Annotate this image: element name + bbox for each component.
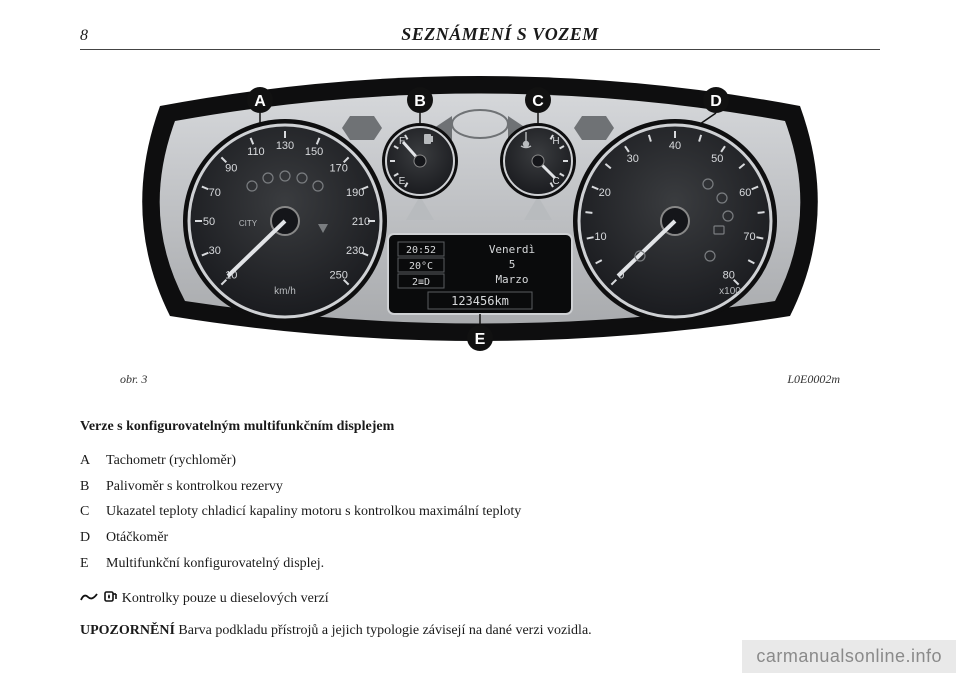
svg-text:20: 20 bbox=[599, 187, 611, 199]
label-d: D bbox=[703, 87, 729, 113]
footer-watermark: carmanualsonline.info bbox=[742, 640, 956, 673]
definition-text: Tachometr (rychloměr) bbox=[106, 449, 880, 473]
foglamp-icon bbox=[574, 116, 614, 140]
speedometer: km/h CITY 10 30 50 70 90 110 130 150 170 190 210 23… bbox=[183, 119, 387, 323]
svg-text:H: H bbox=[552, 136, 559, 147]
svg-text:70: 70 bbox=[209, 187, 221, 199]
lead-paragraph: Verze s konfigurovatelným multifunkčním … bbox=[80, 415, 880, 439]
svg-text:C: C bbox=[532, 93, 544, 110]
page: 8 SEZNÁMENÍ S VOZEM A B bbox=[0, 0, 960, 677]
svg-text:170: 170 bbox=[330, 162, 348, 174]
definition-key: A bbox=[80, 449, 106, 473]
definition-key: D bbox=[80, 526, 106, 550]
svg-text:20:52: 20:52 bbox=[406, 245, 436, 256]
svg-text:30: 30 bbox=[209, 245, 221, 257]
water-in-fuel-icon bbox=[102, 589, 122, 605]
figure: A B C D E bbox=[120, 66, 840, 366]
svg-text:50: 50 bbox=[711, 153, 723, 165]
definition-row: BPalivoměr s kontrolkou rezervy bbox=[80, 475, 880, 499]
figure-caption-left: obr. 3 bbox=[120, 372, 147, 387]
fuel-gauge: F E bbox=[382, 123, 458, 199]
definition-text: Otáčkoměr bbox=[106, 526, 880, 550]
page-header: 8 SEZNÁMENÍ S VOZEM bbox=[80, 24, 880, 50]
svg-text:210: 210 bbox=[352, 216, 370, 228]
figure-caption-right: L0E0002m bbox=[787, 372, 840, 387]
note-paragraph: UPOZORNĚNÍ Barva podkladu přístrojů a je… bbox=[80, 619, 880, 643]
icon-note-text: Kontrolky pouze u dieselových verzí bbox=[122, 591, 329, 606]
svg-text:Marzo: Marzo bbox=[495, 273, 528, 286]
definition-text: Ukazatel teploty chladicí kapaliny motor… bbox=[106, 500, 880, 524]
definition-row: CUkazatel teploty chladicí kapaliny moto… bbox=[80, 500, 880, 524]
definition-key: C bbox=[80, 500, 106, 524]
svg-text:E: E bbox=[475, 331, 486, 348]
body-text: Verze s konfigurovatelným multifunkčním … bbox=[80, 415, 880, 642]
label-b: B bbox=[407, 87, 433, 113]
definition-key: B bbox=[80, 475, 106, 499]
svg-text:C: C bbox=[552, 176, 559, 187]
definition-row: ATachometr (rychloměr) bbox=[80, 449, 880, 473]
svg-text:B: B bbox=[414, 93, 426, 110]
label-a: A bbox=[247, 87, 273, 113]
svg-text:10: 10 bbox=[225, 270, 237, 282]
note-rest: Barva podkladu přístrojů a jejich typolo… bbox=[175, 623, 592, 638]
definition-list: ATachometr (rychloměr)BPalivoměr s kontr… bbox=[80, 449, 880, 576]
definition-row: EMultifunkční konfigurovatelný displej. bbox=[80, 552, 880, 576]
label-c: C bbox=[525, 87, 551, 113]
svg-text:Venerdì: Venerdì bbox=[489, 243, 535, 256]
svg-text:40: 40 bbox=[669, 140, 681, 152]
svg-text:30: 30 bbox=[627, 153, 639, 165]
definition-key: E bbox=[80, 552, 106, 576]
svg-text:F: F bbox=[399, 136, 405, 147]
definition-text: Multifunkční konfigurovatelný displej. bbox=[106, 552, 880, 576]
tach-unit: x100 bbox=[719, 286, 741, 297]
svg-text:110: 110 bbox=[247, 146, 265, 158]
svg-text:0: 0 bbox=[618, 270, 624, 282]
svg-text:D: D bbox=[710, 93, 722, 110]
speedo-unit: km/h bbox=[274, 286, 296, 297]
page-title: SEZNÁMENÍ S VOZEM bbox=[120, 24, 880, 45]
definition-text: Palivoměr s kontrolkou rezervy bbox=[106, 475, 880, 499]
page-number: 8 bbox=[80, 27, 120, 45]
glow-plug-icon bbox=[80, 589, 102, 605]
svg-text:10: 10 bbox=[594, 231, 606, 243]
svg-text:2≡D: 2≡D bbox=[412, 277, 430, 288]
svg-text:60: 60 bbox=[739, 187, 751, 199]
svg-text:150: 150 bbox=[305, 146, 323, 158]
lcd-display: 20:52 20°C 2≡D Venerdì 5 Marzo 123456km bbox=[388, 234, 572, 314]
svg-text:E: E bbox=[399, 176, 406, 187]
definition-row: DOtáčkoměr bbox=[80, 526, 880, 550]
svg-text:80: 80 bbox=[723, 270, 735, 282]
svg-text:50: 50 bbox=[203, 216, 215, 228]
svg-text:123456km: 123456km bbox=[451, 294, 509, 308]
label-e: E bbox=[467, 325, 493, 351]
svg-text:190: 190 bbox=[346, 187, 364, 199]
icon-note-line: Kontrolky pouze u dieselových verzí bbox=[80, 586, 880, 611]
coolant-gauge: H C bbox=[500, 123, 576, 199]
dashboard-illustration: A B C D E bbox=[120, 66, 840, 366]
svg-text:130: 130 bbox=[276, 140, 294, 152]
headlamp-icon bbox=[342, 116, 382, 140]
city-indicator: CITY bbox=[239, 219, 258, 228]
svg-text:230: 230 bbox=[346, 245, 364, 257]
svg-text:70: 70 bbox=[743, 231, 755, 243]
svg-text:20°C: 20°C bbox=[409, 261, 433, 272]
svg-text:90: 90 bbox=[225, 162, 237, 174]
svg-text:A: A bbox=[254, 93, 266, 110]
tachometer: x100 0 10 20 30 40 50 60 70 80 bbox=[573, 119, 777, 323]
note-strong: UPOZORNĚNÍ bbox=[80, 623, 175, 638]
svg-text:5: 5 bbox=[509, 258, 516, 271]
svg-text:250: 250 bbox=[330, 270, 348, 282]
figure-caption: obr. 3 L0E0002m bbox=[120, 372, 840, 387]
